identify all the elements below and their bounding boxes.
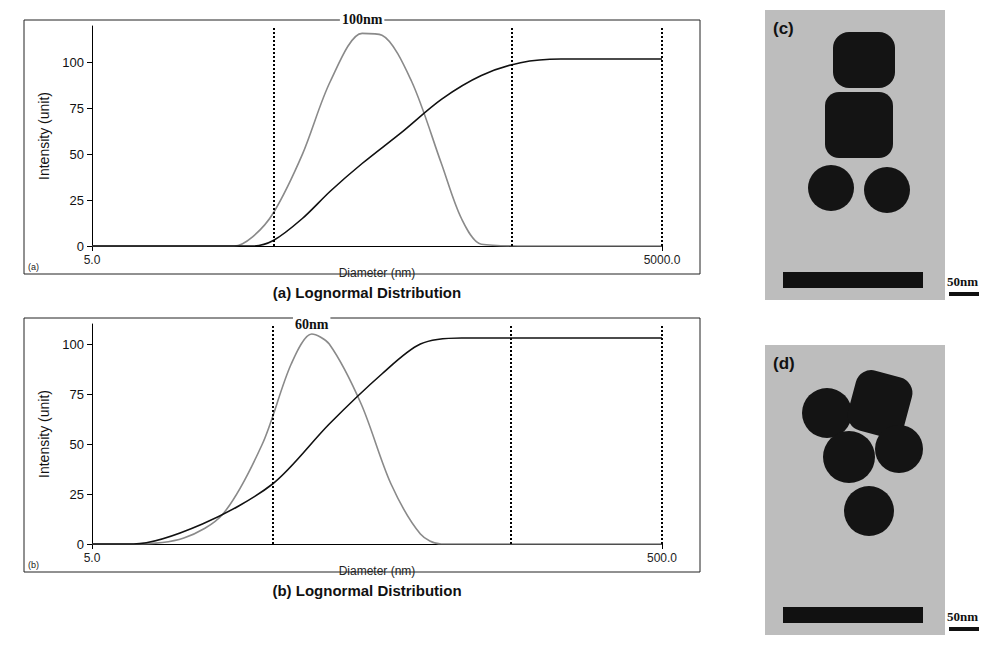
svg-text:25: 25	[70, 193, 84, 208]
svg-text:0: 0	[77, 537, 84, 552]
svg-text:Intensity (unit): Intensity (unit)	[36, 92, 52, 180]
svg-text:(a) Lognormal Distribution: (a) Lognormal Distribution	[273, 284, 461, 301]
svg-text:500.0: 500.0	[647, 551, 677, 565]
svg-text:5000.0: 5000.0	[644, 253, 681, 267]
svg-text:100: 100	[62, 55, 84, 70]
svg-text:50nm: 50nm	[947, 274, 978, 289]
svg-text:5.0: 5.0	[84, 253, 101, 267]
svg-text:50: 50	[70, 147, 84, 162]
svg-text:5.0: 5.0	[84, 551, 101, 565]
svg-text:50: 50	[70, 437, 84, 452]
svg-text:(b) Lognormal Distribution: (b) Lognormal Distribution	[272, 582, 461, 599]
svg-text:(b): (b)	[28, 560, 39, 570]
svg-text:25: 25	[70, 487, 84, 502]
svg-text:Intensity (unit): Intensity (unit)	[36, 390, 52, 478]
svg-text:100nm: 100nm	[342, 12, 383, 27]
svg-text:Diameter (nm): Diameter (nm)	[339, 266, 416, 280]
svg-text:100: 100	[62, 337, 84, 352]
svg-text:(d): (d)	[773, 354, 795, 373]
svg-text:60nm: 60nm	[295, 317, 329, 332]
svg-text:50nm: 50nm	[947, 609, 978, 624]
svg-text:(c): (c)	[773, 19, 794, 38]
svg-text:Diameter (nm): Diameter (nm)	[339, 564, 416, 578]
svg-text:75: 75	[70, 101, 84, 116]
svg-text:75: 75	[70, 387, 84, 402]
svg-text:(a): (a)	[28, 262, 39, 272]
svg-text:0: 0	[77, 239, 84, 254]
